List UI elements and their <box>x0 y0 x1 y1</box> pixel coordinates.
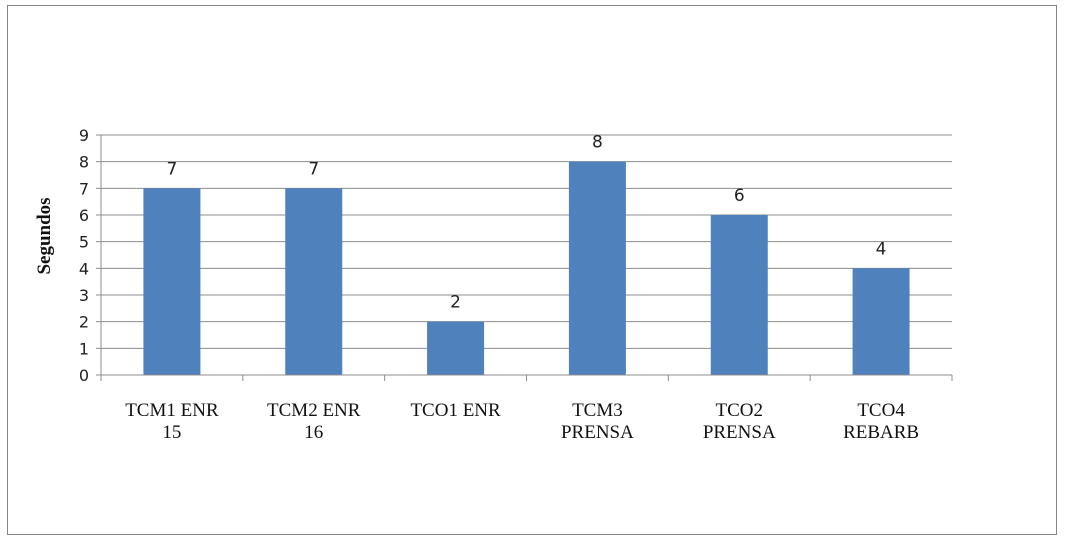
y-tick-label: 1 <box>79 339 89 358</box>
data-label: 7 <box>308 159 319 179</box>
data-label: 2 <box>450 293 461 313</box>
labels: 0 1 2 3 4 5 6 7 8 9 7 TCM1 ENR 15 7 TCM2 ENR 16 2 TCO1 EN… <box>79 126 919 443</box>
data-label: 7 <box>167 159 178 179</box>
y-tick-label: 8 <box>79 153 89 172</box>
y-axis-title: Segundos <box>34 197 55 274</box>
axes <box>96 134 953 381</box>
data-label: 6 <box>734 186 745 206</box>
x-category-label: TCM3 PRENSA <box>561 400 634 443</box>
x-category-label: TCO2 PRENSA <box>703 400 776 443</box>
bar <box>710 215 768 375</box>
y-tick-label: 6 <box>79 206 89 225</box>
gridlines <box>101 134 952 349</box>
x-category-label: TCM1 ENR 15 <box>125 400 219 443</box>
x-category-label: TCO1 ENR <box>410 400 501 421</box>
y-tick-label: 4 <box>79 259 89 278</box>
bar <box>852 268 910 375</box>
y-tick-label: 3 <box>79 286 89 305</box>
x-category-label: TCO4 REBARB <box>843 400 919 443</box>
x-category-label: TCM2 ENR 16 <box>267 400 361 443</box>
y-tick-label: 2 <box>79 313 89 332</box>
y-tick-label: 9 <box>79 126 89 145</box>
y-tick-label: 5 <box>79 233 89 252</box>
data-label: 8 <box>592 133 603 153</box>
bars <box>143 161 910 375</box>
bar <box>143 188 201 375</box>
data-label: 4 <box>876 239 887 259</box>
bar-chart: 0 1 2 3 4 5 6 7 8 9 7 TCM1 ENR 15 7 TCM2 ENR 16 2 TCO1 EN… <box>34 126 953 443</box>
y-tick-label: 0 <box>79 366 89 385</box>
bar <box>427 321 485 375</box>
bar <box>568 161 626 375</box>
y-tick-label: 7 <box>79 179 89 198</box>
chart-frame: 0 1 2 3 4 5 6 7 8 9 7 TCM1 ENR 15 7 TCM2 ENR 16 2 TCO1 EN… <box>7 5 1057 535</box>
bar <box>285 188 343 375</box>
